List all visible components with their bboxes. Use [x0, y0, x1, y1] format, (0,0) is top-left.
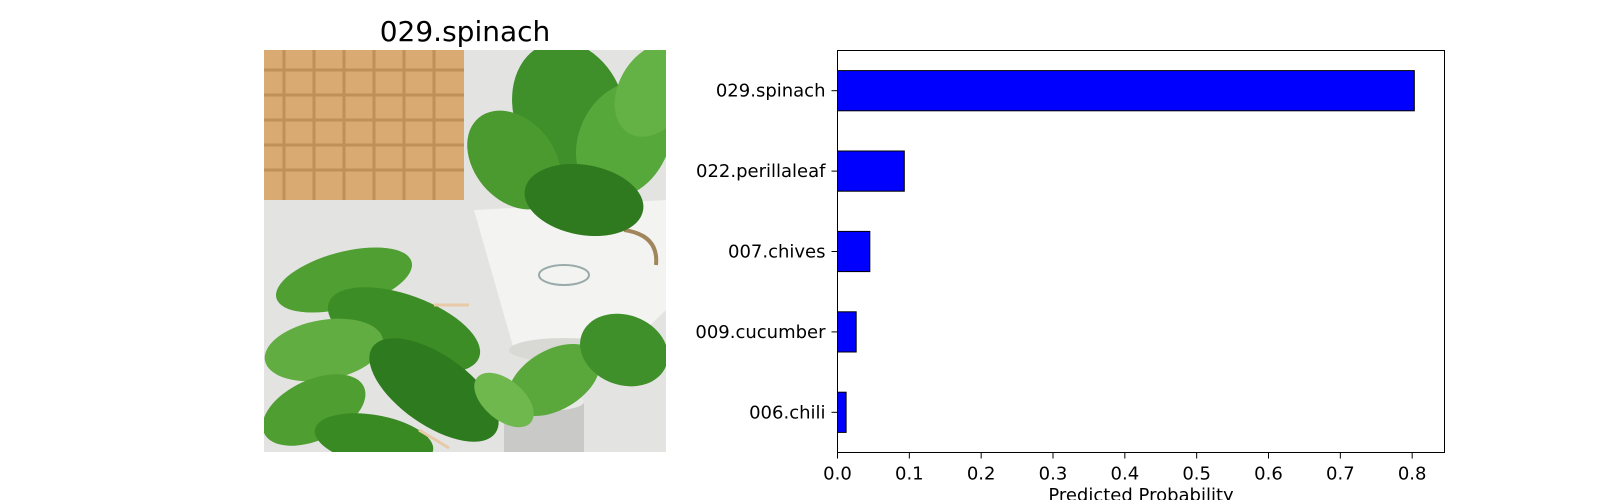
bar	[837, 230, 871, 273]
x-tick-label: 0.5	[1182, 464, 1211, 485]
bar	[837, 150, 905, 192]
x-tick-label: 0.7	[1326, 464, 1355, 485]
x-tick-label: 0.8	[1398, 464, 1427, 485]
spinach-photo	[264, 50, 666, 452]
y-tick-label: 009.cucumber	[695, 322, 826, 343]
basket-illustration	[264, 50, 464, 200]
spinach-leaves-illustration	[264, 50, 666, 452]
bar	[837, 311, 857, 353]
x-tick-label: 0.3	[1039, 464, 1068, 485]
y-tick-label: 006.chili	[749, 402, 825, 423]
x-tick-label: 0.6	[1254, 464, 1283, 485]
y-tick-label: 007.chives	[728, 242, 826, 263]
x-tick-label: 0.4	[1111, 464, 1140, 485]
y-tick-label: 029.spinach	[716, 81, 826, 102]
image-title: 029.spinach	[379, 15, 551, 48]
y-tick-label: 022.perillaleaf	[696, 161, 826, 182]
bar	[837, 391, 847, 433]
x-tick-label: 0.2	[967, 464, 996, 485]
x-axis-label: Predicted Probability	[1048, 485, 1234, 500]
x-tick-label: 0.0	[823, 464, 852, 485]
bar	[837, 70, 1415, 112]
plot-frame	[837, 50, 1445, 453]
x-tick-label: 0.1	[895, 464, 924, 485]
